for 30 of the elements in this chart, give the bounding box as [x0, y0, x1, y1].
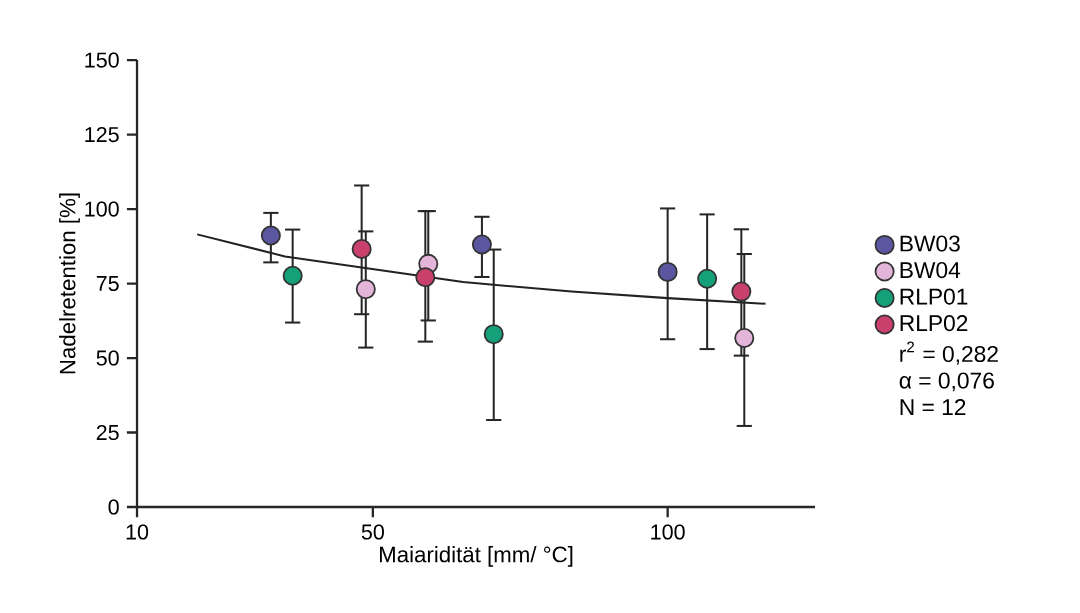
point: [260, 225, 281, 246]
point: [483, 324, 504, 345]
point: [734, 328, 755, 349]
point: [351, 238, 372, 259]
y-tick-label: 150: [85, 52, 119, 68]
y-tick-label: 100: [85, 201, 119, 217]
point: [697, 268, 718, 289]
legend-label: RLP01: [900, 288, 968, 305]
legend-label: RLP02: [900, 315, 968, 332]
y-tick-label: 0: [108, 499, 119, 515]
point: [415, 267, 436, 288]
y-tick-label: 50: [96, 350, 119, 366]
y-tick-label: 75: [96, 276, 119, 292]
text: N = 12: [900, 399, 966, 415]
point: [355, 279, 376, 300]
legend-label: BW04: [900, 261, 961, 279]
x-tick-label: 10: [126, 524, 149, 540]
x-tick-label: 100: [651, 524, 685, 540]
x-axis-title: Maiaridität [mm/ °C]: [379, 546, 573, 567]
y-tick-label: 25: [96, 424, 119, 441]
point: [657, 261, 678, 282]
y-tick-label: 125: [85, 126, 119, 143]
legend-label: BW03: [900, 235, 960, 252]
text: α = 0,076: [899, 372, 994, 392]
point: [731, 281, 752, 302]
point: [471, 234, 492, 255]
point: [282, 265, 303, 286]
y-axis-title: Nadelretention [%]: [59, 193, 80, 374]
x-tick-label: 50: [361, 524, 384, 540]
text: r$^{2}$ = 0,282: [900, 341, 998, 365]
